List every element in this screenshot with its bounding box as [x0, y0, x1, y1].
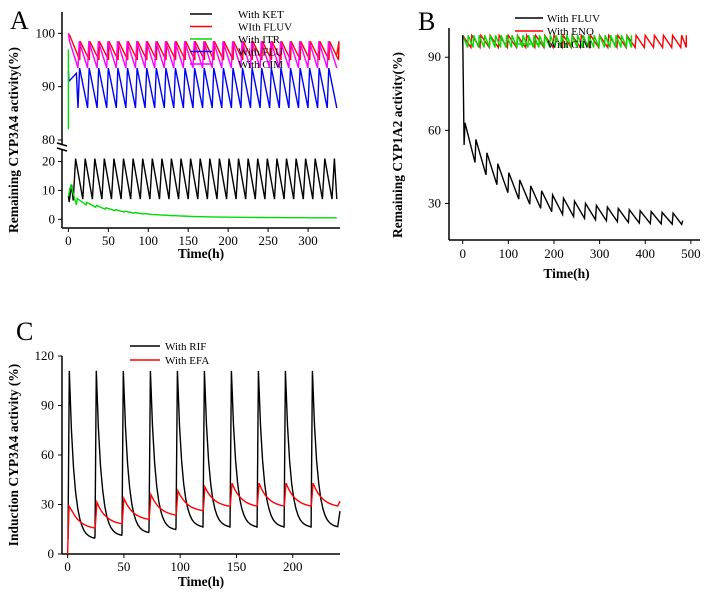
panel-b-y-tick-label: 60 [428, 122, 441, 137]
panel-a-x-tick-label: 200 [218, 233, 238, 248]
panel-a-series-line-3 [67, 67, 338, 109]
panel-a-x-tick-label: 300 [298, 233, 318, 248]
panel-c-y-tick-label: 30 [41, 497, 54, 512]
panel-b-y-tick-label: 90 [428, 49, 441, 64]
panel-c-x-title: Time(h) [178, 574, 224, 589]
panel-c-legend-label: With RIF [165, 341, 206, 353]
panel-b-y-title: Remaining CYP1A2 activity(%) [390, 52, 405, 238]
panel-a-x-title: Time(h) [178, 246, 224, 261]
panel-a-x-tick-label: 0 [65, 233, 72, 248]
panel-b-x-tick-label: 400 [635, 246, 655, 261]
panel-a-y-tick-label: 100 [36, 25, 56, 40]
panel-c-chart: 0 50 100 150 200 0 30 60 90 120 With RIF With EFA C T… [6, 317, 341, 589]
panel-c-letter: C [16, 317, 33, 346]
panel-b-x-title: Time(h) [543, 266, 589, 281]
panel-c-y-tick-label: 0 [48, 546, 55, 561]
panel-a-axis-break-mark [56, 147, 68, 152]
panel-a-x-tick-label: 250 [258, 233, 278, 248]
panel-a-x-tick-label: 50 [102, 233, 115, 248]
panel-a-y-tick-label: 90 [42, 79, 55, 94]
panel-a-legend-label: With FLU [238, 47, 283, 59]
panel-a-series-line-0 [67, 158, 338, 203]
panel-b-x-tick-label: 300 [590, 246, 610, 261]
panel-b-legend-label: With FLUV [547, 13, 600, 25]
panel-b-legend-label: With CIM [547, 39, 592, 51]
panel-a-x-tick-label: 150 [178, 233, 198, 248]
panel-a-legend-label: With ITR [238, 34, 281, 46]
panel-c-series-line-0 [67, 370, 341, 540]
panel-c-y-title: Induction CYP3A4 activity (%) [6, 364, 21, 547]
panel-a-y-tick-label: 20 [42, 153, 55, 168]
panel-c-x-tick-label: 0 [64, 559, 71, 574]
panel-a-y-title: Remaining CYP3A4 activity(%) [6, 47, 21, 233]
panel-c-x-tick-label: 150 [227, 559, 247, 574]
panel-b-series-line-2 [462, 35, 633, 48]
panel-b-y-tick-label: 30 [428, 195, 441, 210]
panel-c-legend-label: With EFA [165, 355, 209, 367]
panel-a-series-line-1 [67, 32, 340, 61]
panel-c-y-tick-label: 60 [41, 447, 54, 462]
panel-b-x-tick-label: 500 [681, 246, 701, 261]
panel-a-y-tick-label: 0 [49, 211, 56, 226]
panel-a-legend-label: With KET [238, 9, 284, 21]
panel-b-series-line-0 [462, 35, 684, 226]
panel-c-series-line-1 [66, 482, 341, 555]
panel-c-x-tick-label: 100 [170, 559, 190, 574]
panel-a-y-tick-label: 10 [42, 182, 55, 197]
panel-a-axis-break-mark [56, 142, 68, 147]
panel-a-x-tick-label: 100 [139, 233, 159, 248]
panel-c-x-tick-label: 200 [283, 559, 303, 574]
panel-a-letter: A [10, 6, 29, 35]
panel-a-series-line-4 [67, 33, 338, 69]
panel-b-x-tick-label: 200 [544, 246, 564, 261]
panel-b-x-tick-label: 100 [499, 246, 519, 261]
panel-b-x-tick-label: 0 [459, 246, 466, 261]
panel-c-x-tick-label: 50 [117, 559, 130, 574]
panel-c-y-tick-label: 90 [41, 398, 54, 413]
panel-a-chart: 0 50 100 150 200 250 300 0 10 20 80 90 100 With KETWI… [6, 6, 340, 261]
panel-a-legend-label: WIth FLUV [238, 22, 292, 34]
panel-c-y-tick-label: 120 [35, 348, 55, 363]
panel-b-letter: B [418, 7, 435, 36]
panel-b-legend-label: With ENO [547, 26, 594, 38]
panel-a-y-tick-label: 80 [42, 132, 55, 147]
panel-a-series-line-2 [67, 184, 337, 219]
panel-a-legend-label: With CIM [238, 59, 283, 71]
